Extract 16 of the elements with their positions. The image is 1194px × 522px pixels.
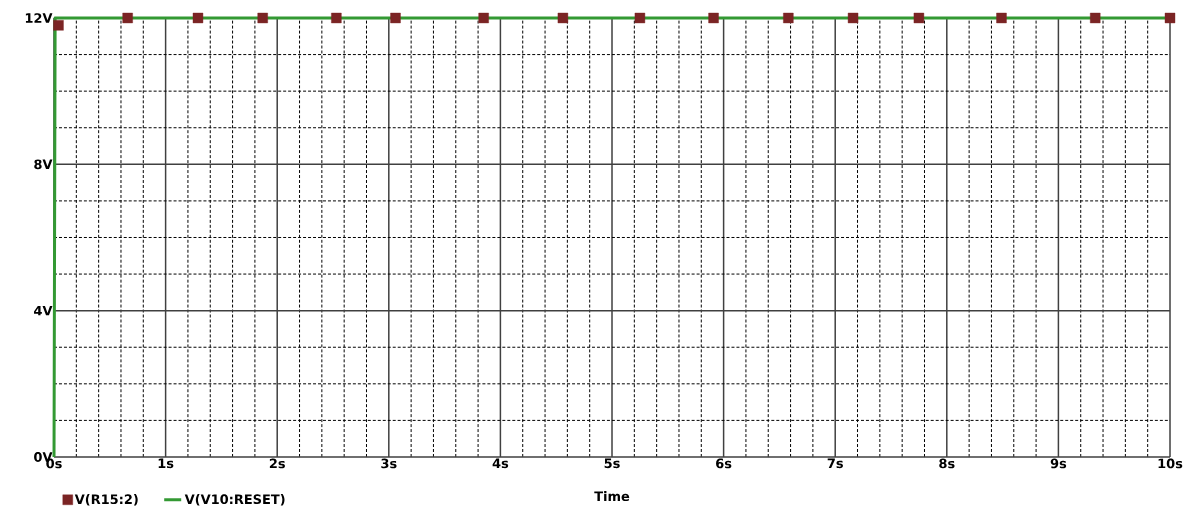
x-tick-label: 6s bbox=[716, 458, 732, 469]
x-axis-title: Time bbox=[594, 491, 630, 502]
x-tick-label: 9s bbox=[1050, 458, 1067, 469]
x-tick-label: 7s bbox=[827, 458, 843, 469]
x-tick-label: 10s bbox=[1158, 458, 1183, 469]
x-tick-label: 5s bbox=[604, 458, 620, 469]
x-tick-label: 4s bbox=[492, 458, 509, 469]
legend-label: V(V10:RESET) bbox=[184, 494, 285, 506]
x-tick-label: 8s bbox=[939, 458, 955, 469]
legend-label: V(R15:2) bbox=[74, 494, 138, 506]
x-tick-label: 1s bbox=[158, 458, 174, 469]
y-tick-label: 8V bbox=[34, 159, 53, 170]
x-tick-label: 2s bbox=[269, 458, 285, 469]
x-tick-label: 3s bbox=[381, 458, 397, 469]
y-tick-label: 4V bbox=[34, 305, 53, 316]
y-tick-label: 12V bbox=[25, 13, 53, 23]
